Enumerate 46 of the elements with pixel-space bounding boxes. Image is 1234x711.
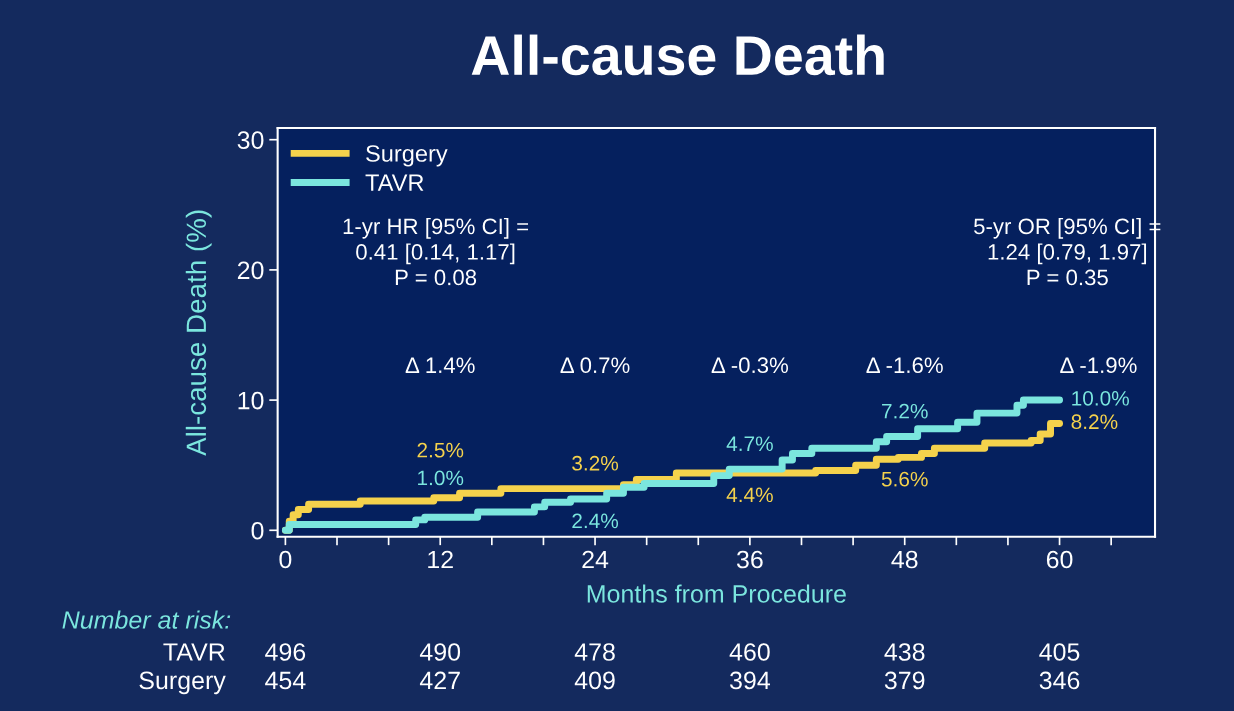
annotation: Δ 0.7% [560, 357, 630, 374]
data-label: 4.4% [726, 487, 773, 503]
data-label: 5.6% [881, 471, 928, 487]
data-label: 3.2% [572, 455, 619, 471]
x-tick-label: 24 [582, 550, 609, 569]
chart-title: All-cause Death [471, 34, 884, 76]
x-tick-label: 48 [891, 550, 918, 569]
annotation: 1-yr HR [95% CI] = 0.41 [0.14, 1.17] P = 0.08 [343, 217, 529, 286]
y-axis-title: All-cause Death (%) [185, 210, 212, 456]
y-tick-label: 0 [251, 521, 264, 540]
data-label: 2.5% [417, 442, 464, 458]
annotation: Δ -0.3% [711, 357, 789, 374]
x-tick-label: 12 [428, 550, 453, 569]
data-label: 1.0% [418, 470, 464, 486]
text: 454 [265, 671, 306, 690]
y-tick-label: 20 [237, 261, 264, 280]
text: TAVR [163, 643, 225, 661]
text: 478 [574, 643, 615, 661]
annotation: Δ 1.4% [405, 357, 475, 374]
text: 405 [1039, 643, 1080, 661]
legend-label: TAVR [365, 174, 424, 191]
text: 438 [884, 643, 925, 661]
text: 394 [729, 671, 771, 690]
legend-label: Surgery [366, 145, 448, 167]
y-tick-label: 10 [238, 391, 264, 410]
text: 460 [729, 643, 770, 661]
x-tick-label: 60 [1046, 550, 1073, 569]
x-axis-title: Months from Procedure [587, 584, 846, 603]
y-tick-label: 30 [237, 131, 264, 149]
text: 496 [265, 643, 306, 661]
text: 409 [574, 671, 615, 690]
data-label: 4.7% [726, 436, 773, 452]
text: 490 [419, 643, 461, 661]
text: 427 [419, 671, 460, 690]
text: Surgery [139, 671, 226, 695]
annotation: Δ -1.9% [1060, 357, 1137, 374]
data-label: 2.4% [572, 513, 619, 529]
x-tick-label: 36 [736, 550, 763, 569]
data-label: 8.2% [1071, 414, 1118, 430]
text: 379 [884, 671, 925, 690]
data-label: 10.0% [1072, 390, 1129, 406]
text: 346 [1039, 671, 1080, 690]
text: Number at risk: [62, 610, 231, 629]
annotation: Δ -1.6% [866, 357, 943, 374]
data-label: 7.2% [882, 403, 928, 419]
x-tick-label: 0 [279, 550, 292, 569]
